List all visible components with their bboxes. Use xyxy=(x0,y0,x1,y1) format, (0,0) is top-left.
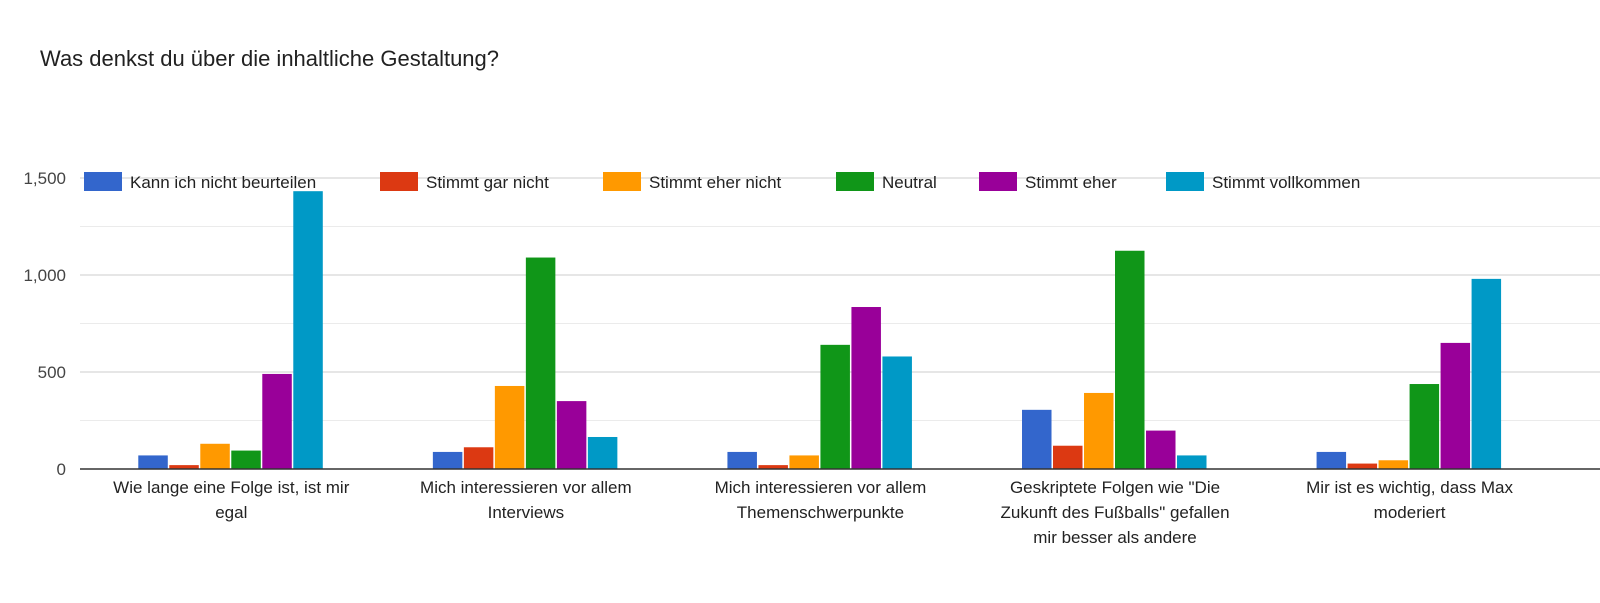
bar xyxy=(1409,384,1440,469)
y-axis: 0 500 1,000 1,500 xyxy=(23,169,66,479)
bar xyxy=(758,465,788,469)
legend-swatch xyxy=(836,172,874,191)
bar xyxy=(138,455,168,469)
bar xyxy=(851,307,881,469)
y-tick-label: 1,500 xyxy=(23,169,66,188)
x-tick-label: Wie lange eine Folge ist, ist mir egal xyxy=(113,478,350,522)
legend-swatch xyxy=(603,172,641,191)
legend-swatch xyxy=(380,172,418,191)
bar xyxy=(169,465,199,469)
chart-title: Was denkst du über die inhaltliche Gesta… xyxy=(40,46,499,71)
legend-swatch xyxy=(979,172,1017,191)
legend-swatch xyxy=(84,172,122,191)
bar xyxy=(1471,278,1502,469)
legend-label: Stimmt vollkommen xyxy=(1212,173,1360,192)
bar xyxy=(556,401,587,469)
bar xyxy=(231,450,261,469)
y-tick-label: 0 xyxy=(57,460,66,479)
legend: Kann ich nicht beurteilen Stimmt gar nich… xyxy=(84,172,1360,192)
bar xyxy=(525,257,556,469)
bar xyxy=(1022,409,1052,469)
legend-label: Kann ich nicht beurteilen xyxy=(130,173,316,192)
bar xyxy=(1053,445,1083,469)
x-tick-label: Mich interessieren vor allem Themenschwer… xyxy=(715,478,927,522)
bar xyxy=(1316,451,1347,469)
bar xyxy=(1146,430,1176,469)
bar xyxy=(1115,250,1145,469)
bar xyxy=(432,451,463,469)
bar xyxy=(200,443,230,469)
bar xyxy=(727,451,757,469)
bar xyxy=(1084,392,1114,469)
bar xyxy=(1347,463,1378,469)
x-tick-label: Geskriptete Folgen wie "Die Zukunft des F… xyxy=(1000,478,1229,547)
bars xyxy=(138,191,1502,469)
legend-label: Stimmt gar nicht xyxy=(426,173,549,192)
legend-label: Stimmt eher xyxy=(1025,173,1117,192)
y-tick-label: 1,000 xyxy=(23,266,66,285)
bar xyxy=(789,455,819,469)
bar xyxy=(262,373,292,469)
x-axis-labels: Wie lange eine Folge ist, ist mir egal Mic… xyxy=(113,478,1513,547)
x-tick-label: Mich interessieren vor allem Interviews xyxy=(420,478,632,522)
legend-label: Stimmt eher nicht xyxy=(649,173,782,192)
bar xyxy=(587,436,618,469)
bar xyxy=(1177,455,1207,469)
legend-swatch xyxy=(1166,172,1204,191)
bar xyxy=(820,344,850,469)
bar xyxy=(463,447,494,469)
bar xyxy=(293,191,323,469)
legend-label: Neutral xyxy=(882,173,937,192)
y-tick-label: 500 xyxy=(38,363,66,382)
bar xyxy=(1440,342,1471,469)
bar xyxy=(1378,460,1409,469)
bar xyxy=(494,385,525,469)
bar xyxy=(882,356,912,469)
x-tick-label: Mir ist es wichtig, dass Max moderiert xyxy=(1306,478,1513,522)
